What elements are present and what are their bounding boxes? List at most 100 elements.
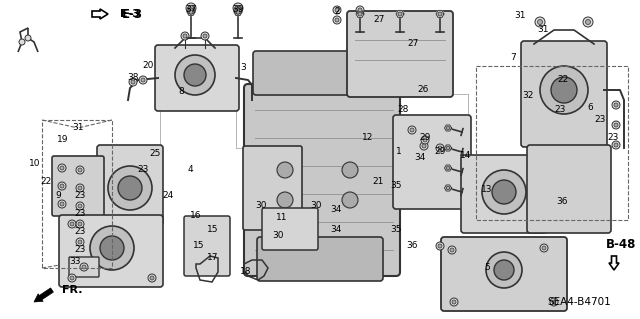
FancyBboxPatch shape (184, 216, 230, 276)
FancyBboxPatch shape (393, 115, 471, 209)
FancyBboxPatch shape (253, 51, 391, 95)
Text: 22: 22 (40, 177, 52, 187)
Text: 20: 20 (142, 62, 154, 70)
Circle shape (612, 141, 620, 149)
Circle shape (450, 298, 458, 306)
Circle shape (486, 252, 522, 288)
Circle shape (358, 8, 362, 12)
FancyBboxPatch shape (69, 257, 99, 277)
Text: 27: 27 (373, 16, 385, 25)
Circle shape (184, 64, 206, 86)
Circle shape (186, 3, 196, 13)
Circle shape (76, 238, 84, 246)
Circle shape (70, 222, 74, 226)
Text: 33: 33 (69, 257, 81, 266)
Circle shape (76, 202, 84, 210)
Circle shape (398, 12, 402, 16)
Text: 2: 2 (334, 8, 340, 17)
Circle shape (438, 146, 442, 150)
Text: 34: 34 (414, 153, 426, 162)
Text: 35: 35 (390, 182, 402, 190)
Circle shape (452, 300, 456, 304)
Text: 30: 30 (272, 232, 284, 241)
Text: 7: 7 (510, 54, 516, 63)
Circle shape (492, 180, 516, 204)
Text: 23: 23 (74, 191, 86, 201)
Circle shape (189, 8, 193, 12)
Text: 1: 1 (396, 147, 402, 157)
Circle shape (108, 166, 152, 210)
Text: 15: 15 (207, 226, 219, 234)
Circle shape (236, 5, 241, 11)
Polygon shape (445, 185, 451, 191)
Text: 23: 23 (74, 246, 86, 255)
Circle shape (25, 35, 31, 41)
Text: 32: 32 (522, 92, 534, 100)
Circle shape (58, 164, 66, 172)
Circle shape (78, 204, 82, 208)
Text: FR.: FR. (62, 285, 83, 295)
Text: 5: 5 (484, 263, 490, 272)
FancyArrow shape (34, 288, 53, 302)
Circle shape (277, 192, 293, 208)
Circle shape (80, 263, 88, 271)
Circle shape (446, 186, 450, 190)
Text: 31: 31 (537, 26, 548, 34)
Circle shape (612, 101, 620, 109)
Circle shape (423, 138, 427, 142)
Circle shape (342, 162, 358, 178)
FancyBboxPatch shape (347, 11, 453, 97)
FancyBboxPatch shape (262, 208, 318, 250)
Circle shape (540, 244, 548, 252)
Circle shape (436, 144, 444, 152)
FancyBboxPatch shape (521, 41, 607, 147)
Circle shape (236, 8, 240, 12)
Circle shape (78, 222, 82, 226)
Circle shape (78, 186, 82, 190)
FancyBboxPatch shape (244, 84, 400, 276)
Text: 31: 31 (515, 11, 525, 20)
Text: 23: 23 (607, 133, 619, 143)
Circle shape (129, 78, 137, 86)
Text: 15: 15 (193, 241, 205, 250)
Circle shape (203, 34, 207, 38)
Circle shape (446, 146, 450, 150)
Text: 22: 22 (557, 76, 568, 85)
Circle shape (201, 32, 209, 40)
Circle shape (90, 226, 134, 270)
Circle shape (482, 170, 526, 214)
Text: 29: 29 (435, 147, 445, 157)
Circle shape (446, 126, 450, 130)
Circle shape (82, 265, 86, 269)
Circle shape (70, 276, 74, 280)
Circle shape (612, 121, 620, 129)
Text: 16: 16 (190, 211, 202, 219)
Circle shape (118, 176, 142, 200)
Circle shape (100, 236, 124, 260)
FancyBboxPatch shape (257, 237, 383, 281)
Polygon shape (436, 11, 444, 18)
Circle shape (614, 123, 618, 127)
Circle shape (189, 10, 193, 14)
Circle shape (421, 136, 429, 144)
Text: 14: 14 (460, 152, 472, 160)
Circle shape (76, 166, 84, 174)
Text: E-3: E-3 (120, 9, 140, 19)
Circle shape (448, 246, 456, 254)
Circle shape (335, 8, 339, 12)
Text: 29: 29 (419, 133, 431, 143)
Circle shape (148, 274, 156, 282)
Circle shape (58, 200, 66, 208)
Circle shape (535, 17, 545, 27)
Text: 4: 4 (187, 166, 193, 174)
Text: SEA4-B4701: SEA4-B4701 (547, 297, 611, 307)
Circle shape (333, 6, 341, 14)
Circle shape (236, 10, 240, 14)
Circle shape (150, 276, 154, 280)
Circle shape (438, 12, 442, 16)
Circle shape (181, 32, 189, 40)
Circle shape (342, 192, 358, 208)
Text: 19: 19 (57, 136, 68, 145)
Text: 23: 23 (595, 115, 605, 124)
Circle shape (333, 16, 341, 24)
